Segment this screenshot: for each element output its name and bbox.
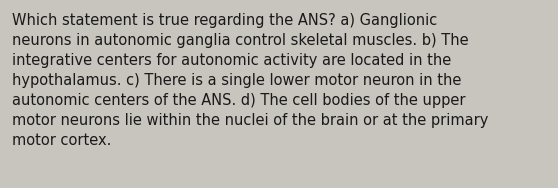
Text: Which statement is true regarding the ANS? a) Ganglionic
neurons in autonomic ga: Which statement is true regarding the AN… bbox=[12, 13, 489, 148]
